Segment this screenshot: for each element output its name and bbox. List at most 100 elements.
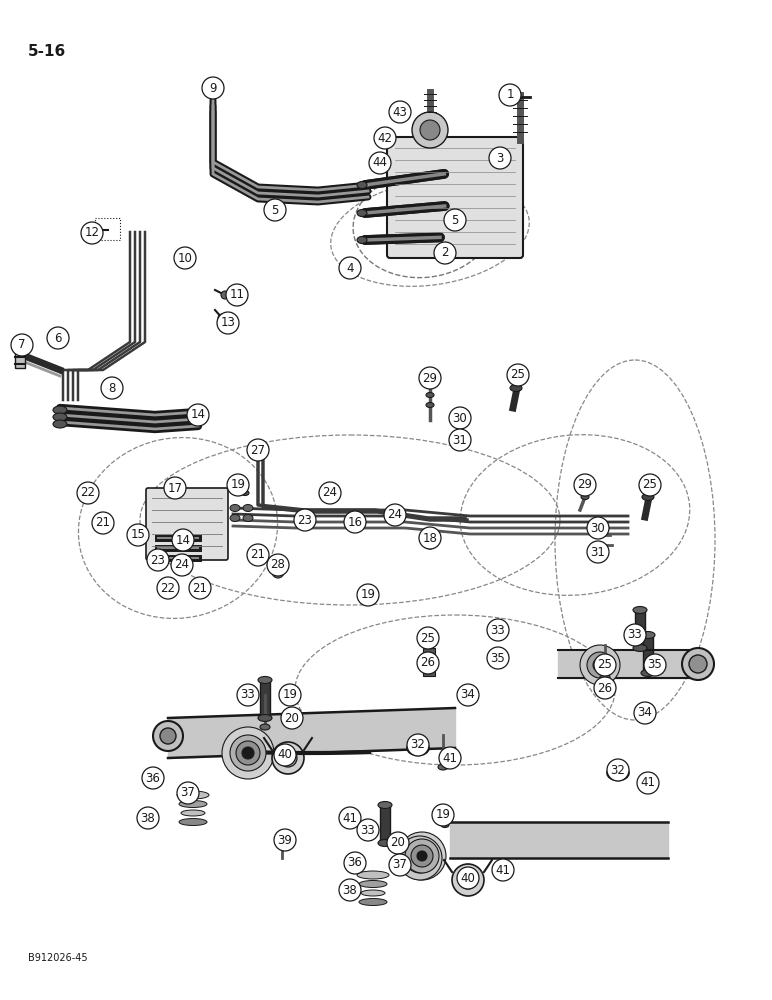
Circle shape xyxy=(339,879,361,901)
Circle shape xyxy=(424,537,436,549)
Circle shape xyxy=(127,524,149,546)
Text: 24: 24 xyxy=(323,487,337,499)
Circle shape xyxy=(160,728,176,744)
Circle shape xyxy=(344,511,366,533)
Circle shape xyxy=(281,707,303,729)
Circle shape xyxy=(574,474,596,496)
Text: 5: 5 xyxy=(452,214,459,227)
Circle shape xyxy=(405,843,435,873)
Text: 20: 20 xyxy=(391,836,405,850)
Circle shape xyxy=(111,386,119,394)
Text: 25: 25 xyxy=(510,368,526,381)
Circle shape xyxy=(174,247,196,269)
Text: 20: 20 xyxy=(285,712,300,724)
Text: 11: 11 xyxy=(229,288,245,302)
Circle shape xyxy=(459,871,477,889)
Circle shape xyxy=(242,747,254,759)
Text: 3: 3 xyxy=(496,151,503,164)
Circle shape xyxy=(217,312,239,334)
Circle shape xyxy=(230,735,266,771)
Ellipse shape xyxy=(464,696,472,704)
Text: 19: 19 xyxy=(231,479,245,491)
Circle shape xyxy=(587,517,609,539)
Circle shape xyxy=(77,482,99,504)
Ellipse shape xyxy=(179,818,207,826)
Ellipse shape xyxy=(359,898,387,906)
Ellipse shape xyxy=(642,493,654,500)
Circle shape xyxy=(81,222,103,244)
Circle shape xyxy=(387,832,409,854)
Ellipse shape xyxy=(53,406,67,414)
Text: 21: 21 xyxy=(192,582,208,594)
Text: 1: 1 xyxy=(506,89,513,102)
Bar xyxy=(95,218,120,240)
Ellipse shape xyxy=(426,402,434,408)
Circle shape xyxy=(644,654,666,676)
Circle shape xyxy=(405,839,439,873)
Circle shape xyxy=(218,314,226,322)
Text: 33: 33 xyxy=(491,624,506,637)
Circle shape xyxy=(92,512,114,534)
Text: 41: 41 xyxy=(442,752,458,764)
Ellipse shape xyxy=(366,597,374,602)
Ellipse shape xyxy=(241,490,249,495)
Text: 33: 33 xyxy=(241,688,256,702)
Circle shape xyxy=(507,364,529,386)
Circle shape xyxy=(594,677,616,699)
Ellipse shape xyxy=(357,182,367,188)
Text: 22: 22 xyxy=(161,582,175,594)
Circle shape xyxy=(594,654,616,676)
Text: 42: 42 xyxy=(378,131,392,144)
Circle shape xyxy=(153,721,183,751)
Text: 40: 40 xyxy=(278,748,293,762)
Circle shape xyxy=(411,845,433,867)
Text: 35: 35 xyxy=(648,658,662,672)
Circle shape xyxy=(274,829,296,851)
Ellipse shape xyxy=(498,867,512,877)
Text: 32: 32 xyxy=(411,738,425,752)
Text: 36: 36 xyxy=(146,772,161,784)
Circle shape xyxy=(264,199,286,221)
Circle shape xyxy=(624,624,646,646)
Circle shape xyxy=(398,832,446,880)
Circle shape xyxy=(419,527,441,549)
Circle shape xyxy=(384,504,406,526)
Circle shape xyxy=(449,429,471,451)
Text: 40: 40 xyxy=(461,871,476,884)
Text: 5-16: 5-16 xyxy=(28,44,66,60)
Bar xyxy=(643,635,653,673)
Circle shape xyxy=(417,652,439,674)
Ellipse shape xyxy=(258,676,272,684)
Ellipse shape xyxy=(343,817,357,827)
Ellipse shape xyxy=(445,757,459,767)
Bar xyxy=(423,668,435,676)
Ellipse shape xyxy=(641,714,649,722)
Text: 44: 44 xyxy=(373,156,388,169)
Circle shape xyxy=(420,120,440,140)
Ellipse shape xyxy=(276,839,288,847)
Circle shape xyxy=(593,658,607,672)
Circle shape xyxy=(157,577,179,599)
Ellipse shape xyxy=(53,413,67,421)
Text: 30: 30 xyxy=(591,522,605,534)
Circle shape xyxy=(272,742,304,774)
Text: 23: 23 xyxy=(297,514,313,526)
Circle shape xyxy=(137,807,159,829)
Circle shape xyxy=(279,749,297,767)
Text: 38: 38 xyxy=(141,812,155,824)
Ellipse shape xyxy=(177,791,209,799)
Text: 9: 9 xyxy=(209,82,217,95)
Circle shape xyxy=(202,77,224,99)
Text: 13: 13 xyxy=(221,316,235,330)
Text: 26: 26 xyxy=(421,656,435,670)
Text: 10: 10 xyxy=(178,251,192,264)
Text: B912026-45: B912026-45 xyxy=(28,953,88,963)
Circle shape xyxy=(267,554,289,576)
Text: 29: 29 xyxy=(577,479,592,491)
Text: 8: 8 xyxy=(108,381,116,394)
Ellipse shape xyxy=(581,494,589,499)
Circle shape xyxy=(101,377,123,399)
Text: 17: 17 xyxy=(168,482,182,494)
Text: 36: 36 xyxy=(347,856,362,869)
Circle shape xyxy=(487,619,509,641)
